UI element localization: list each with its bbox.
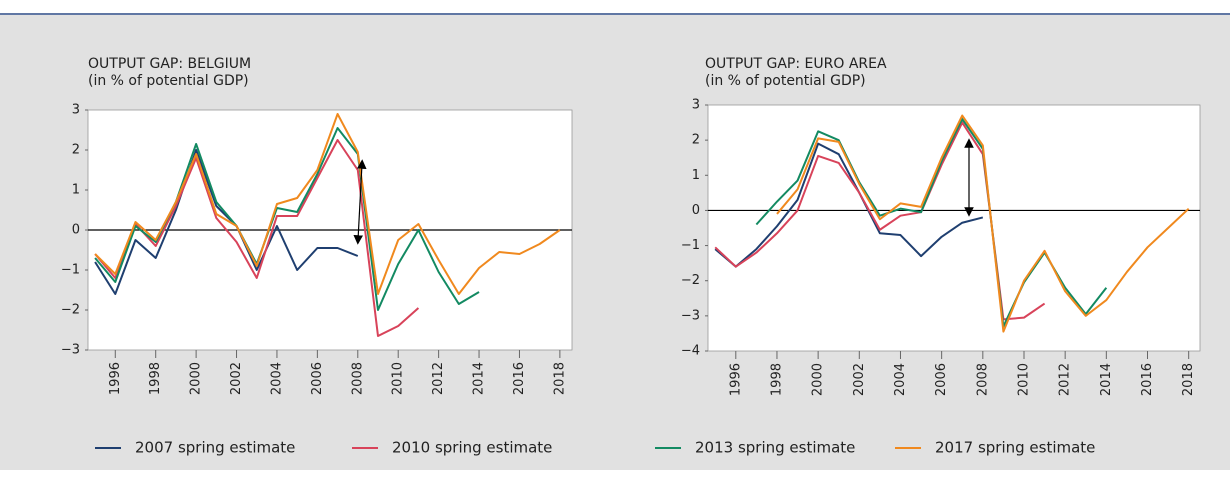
x-tick-label: 2012 bbox=[431, 362, 446, 395]
series-line bbox=[714, 142, 984, 268]
x-tick-label: 2016 bbox=[1140, 363, 1155, 396]
y-tick-label: 1 bbox=[72, 183, 80, 198]
x-tick-label: 2006 bbox=[310, 362, 325, 395]
y-tick-label: −3 bbox=[681, 308, 700, 323]
series-line bbox=[94, 149, 359, 295]
y-tick-label: −1 bbox=[61, 263, 80, 278]
x-tick-label: 2000 bbox=[811, 363, 826, 396]
x-tick-label: 2004 bbox=[893, 363, 908, 396]
legend-label: 2010 spring estimate bbox=[392, 439, 552, 457]
chart-title: OUTPUT GAP: BELGIUM bbox=[88, 56, 251, 72]
chart-title: OUTPUT GAP: EURO AREA bbox=[705, 56, 887, 72]
x-tick-label: 2010 bbox=[1016, 363, 1031, 396]
x-tick-label: 2014 bbox=[1099, 363, 1114, 396]
legend-label: 2013 spring estimate bbox=[695, 439, 855, 457]
y-tick-label: 2 bbox=[692, 133, 700, 148]
x-tick-label: 2002 bbox=[229, 362, 244, 395]
x-tick-label: 2018 bbox=[552, 362, 567, 395]
x-tick-label: 2008 bbox=[350, 362, 365, 395]
y-tick-label: −4 bbox=[681, 344, 700, 359]
x-tick-label: 2008 bbox=[975, 363, 990, 396]
x-tick-label: 2002 bbox=[852, 363, 867, 396]
x-tick-label: 2000 bbox=[189, 362, 204, 395]
series-line bbox=[94, 113, 561, 295]
x-tick-label: 1996 bbox=[108, 362, 123, 395]
gap-arrow bbox=[353, 159, 367, 245]
x-tick-label: 2006 bbox=[934, 363, 949, 396]
y-tick-label: 1 bbox=[692, 168, 700, 183]
x-tick-label: 1998 bbox=[769, 363, 784, 396]
chart-subtitle: (in % of potential GDP) bbox=[705, 73, 866, 89]
x-tick-label: 1996 bbox=[728, 363, 743, 396]
y-tick-label: −2 bbox=[681, 273, 700, 288]
chart: OUTPUT GAP: EURO AREA(in % of potential … bbox=[681, 56, 1201, 396]
x-tick-label: 2018 bbox=[1181, 363, 1196, 396]
series-line bbox=[776, 114, 1190, 333]
y-tick-label: 0 bbox=[692, 203, 700, 218]
x-tick-label: 2010 bbox=[391, 362, 406, 395]
x-tick-label: 2012 bbox=[1058, 363, 1073, 396]
x-tick-label: 2016 bbox=[512, 362, 527, 395]
x-tick-label: 2014 bbox=[472, 362, 487, 395]
y-tick-label: −2 bbox=[61, 303, 80, 318]
y-tick-label: 3 bbox=[72, 103, 80, 118]
chart-subtitle: (in % of potential GDP) bbox=[88, 73, 249, 89]
y-tick-label: −1 bbox=[681, 238, 700, 253]
x-tick-label: 2004 bbox=[269, 362, 284, 395]
y-tick-label: 2 bbox=[72, 143, 80, 158]
y-tick-label: 0 bbox=[72, 223, 80, 238]
legend-label: 2007 spring estimate bbox=[135, 439, 295, 457]
y-tick-label: −3 bbox=[61, 343, 80, 358]
chart: OUTPUT GAP: BELGIUM(in % of potential GD… bbox=[61, 56, 573, 395]
legend-label: 2017 spring estimate bbox=[935, 439, 1095, 457]
y-tick-label: 3 bbox=[692, 98, 700, 113]
x-tick-label: 1998 bbox=[148, 362, 163, 395]
